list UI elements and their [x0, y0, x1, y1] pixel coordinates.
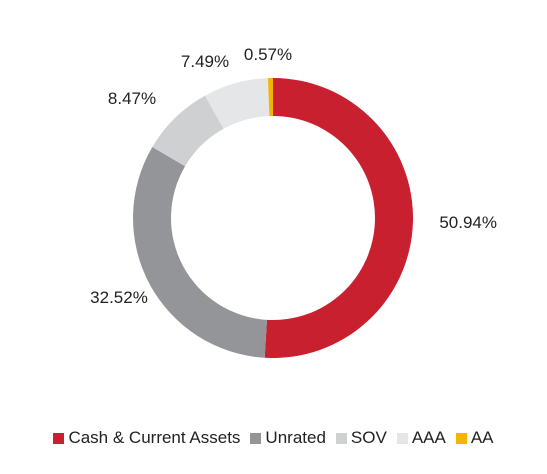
slice-labels: 50.94% 32.52% 8.47% 7.49% 0.57% — [90, 45, 497, 307]
legend-label-cash-and-current-assets: Cash & Current Assets — [68, 428, 241, 447]
slice-aa — [267, 78, 273, 117]
legend-label-aaa: AAA — [411, 428, 446, 447]
slice-label-aaa: 7.49% — [181, 52, 229, 71]
slice-cash-and-current-assets — [264, 78, 413, 359]
slice-aaa — [205, 78, 270, 129]
slice-unrated — [133, 146, 267, 358]
slice-label-cash-and-current-assets: 50.94% — [439, 213, 497, 232]
donut-slices — [133, 78, 413, 359]
slice-label-unrated: 32.52% — [90, 288, 148, 307]
legend-swatch-unrated — [250, 432, 262, 444]
legend-item-aa: AA — [455, 428, 494, 448]
legend-item-unrated: Unrated — [250, 428, 326, 448]
legend-item-sov: SOV — [335, 428, 387, 448]
donut-chart: 50.94% 32.52% 8.47% 7.49% 0.57% — [90, 45, 497, 359]
legend-label-unrated: Unrated — [265, 428, 326, 447]
legend-item-cash-and-current-assets: Cash & Current Assets — [53, 428, 240, 448]
legend: Cash & Current Assets Unrated SOV AAA AA — [0, 428, 547, 448]
legend-swatch-cash-and-current-assets — [53, 432, 65, 444]
legend-swatch-aa — [455, 432, 467, 444]
legend-label-aa: AA — [470, 428, 494, 447]
slice-label-sov: 8.47% — [108, 89, 156, 108]
legend-label-sov: SOV — [350, 428, 387, 447]
legend-swatch-sov — [335, 432, 347, 444]
slice-sov — [152, 95, 224, 167]
legend-swatch-aaa — [396, 432, 408, 444]
legend-item-aaa: AAA — [396, 428, 446, 448]
slice-label-aa: 0.57% — [244, 45, 292, 64]
